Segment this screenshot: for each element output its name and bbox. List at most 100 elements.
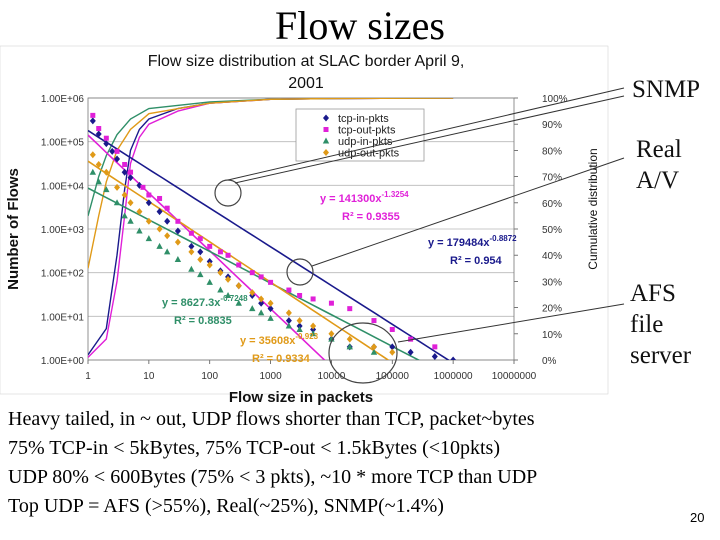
data-point-tcp-in-pkts (164, 217, 171, 225)
y2-tick-label: 80% (542, 146, 562, 157)
data-point-tcp-out-pkts (140, 184, 146, 190)
data-point-udp-in-pkts (257, 309, 265, 316)
data-point-udp-in-pkts (145, 235, 153, 242)
data-point-udp-out-pkts (164, 232, 171, 240)
y2-tick-label: 30% (542, 277, 562, 288)
data-point-udp-out-pkts (103, 168, 110, 176)
data-point-tcp-in-pkts (127, 174, 134, 182)
data-point-tcp-out-pkts (217, 249, 223, 255)
data-point-tcp-out-pkts (310, 296, 316, 302)
notes-block: Heavy tailed, in ~ out, UDP flows shorte… (8, 405, 708, 521)
legend-marker-tcp-in-pkts (323, 114, 329, 122)
y2-tick-label: 50% (542, 225, 562, 236)
data-point-tcp-in-pkts (285, 317, 292, 325)
data-point-udp-in-pkts (156, 242, 163, 249)
data-point-udp-out-pkts (310, 322, 317, 330)
annotation-afs-file-server: AFS file server (630, 280, 692, 369)
data-point-udp-out-pkts (389, 348, 396, 356)
note-line: UDP 80% < 600Bytes (75% < 3 pkts), ~10 *… (8, 466, 538, 488)
data-point-udp-in-pkts (163, 248, 171, 255)
legend-marker-tcp-out-pkts (323, 127, 329, 132)
data-point-tcp-in-pkts (103, 140, 110, 148)
data-point-tcp-out-pkts (96, 126, 102, 132)
data-point-tcp-in-pkts (197, 248, 204, 256)
data-point-udp-in-pkts (224, 291, 232, 298)
y-axis-title: Number of Flows (5, 168, 22, 290)
note-line: Top UDP = AFS (>55%), Real(~25%), SNMP(~… (8, 495, 444, 517)
legend-marker-udp-in-pkts (322, 137, 330, 144)
y2-tick-label: 10% (542, 330, 562, 341)
data-point-tcp-out-pkts (175, 218, 181, 224)
data-point-udp-in-pkts (206, 278, 213, 285)
fit-line-udp-out-pkts (88, 160, 390, 360)
data-point-tcp-in-pkts (407, 348, 414, 356)
data-point-tcp-out-pkts (188, 230, 194, 236)
data-point-tcp-out-pkts (197, 236, 203, 242)
data-point-udp-out-pkts (249, 289, 256, 297)
data-point-tcp-out-pkts (225, 252, 231, 258)
data-point-tcp-in-pkts (188, 242, 195, 250)
data-point-tcp-in-pkts (121, 168, 128, 176)
fit-line-tcp-in-pkts (88, 129, 450, 360)
data-point-tcp-out-pkts (128, 169, 134, 175)
data-point-tcp-out-pkts (146, 192, 152, 198)
data-point-udp-in-pkts (89, 168, 97, 175)
chart-title-line2: 2001 (288, 75, 324, 92)
data-point-udp-out-pkts (346, 335, 353, 343)
data-point-udp-out-pkts (114, 183, 121, 191)
data-point-tcp-in-pkts (114, 155, 121, 163)
page-number: 20 (690, 510, 705, 525)
data-point-udp-in-pkts (103, 186, 110, 193)
legend-label: udp-in-pkts (338, 136, 393, 148)
fit-exponent: -1.3254 (381, 190, 409, 199)
y-tick-label: 1.00E+01 (41, 312, 85, 323)
data-point-udp-out-pkts (328, 330, 335, 338)
slide-title: Flow sizes (275, 3, 445, 48)
y-tick-label: 1.00E+00 (41, 356, 85, 367)
data-point-udp-out-pkts (258, 295, 265, 303)
x-tick-label: 1000 (259, 371, 282, 382)
data-point-udp-in-pkts (296, 325, 303, 332)
note-line: Heavy tailed, in ~ out, UDP flows shorte… (8, 408, 535, 430)
data-point-tcp-out-pkts (297, 292, 303, 298)
data-point-tcp-out-pkts (90, 112, 96, 118)
data-point-tcp-out-pkts (408, 336, 414, 342)
y2-tick-label: 90% (542, 120, 562, 131)
data-point-tcp-out-pkts (236, 262, 242, 268)
x-tick-label: 100 (201, 371, 218, 382)
highlight-ellipse-afs (328, 322, 398, 384)
data-point-tcp-in-pkts (450, 356, 457, 360)
legend-box (295, 108, 425, 162)
pointer-line-snmp-1 (227, 87, 625, 181)
legend-label: tcp-in-pkts (338, 113, 389, 125)
x-tick-label: 10000 (318, 371, 346, 382)
data-point-tcp-in-pkts (156, 208, 163, 216)
x-axis-title: Flow size in packets (229, 389, 373, 406)
data-point-udp-out-pkts (296, 317, 303, 325)
data-point-udp-in-pkts (121, 212, 128, 219)
data-point-udp-in-pkts (197, 271, 204, 278)
data-point-udp-in-pkts (309, 330, 317, 337)
y2-tick-label: 20% (542, 304, 562, 315)
y-tick-label: 1.00E+02 (41, 269, 85, 280)
data-point-udp-out-pkts (127, 199, 134, 207)
data-point-udp-out-pkts (217, 269, 224, 277)
data-point-udp-out-pkts (174, 238, 181, 246)
y-tick-label: 1.00E+04 (41, 181, 85, 192)
data-point-tcp-out-pkts (164, 205, 170, 211)
data-point-udp-out-pkts (188, 248, 195, 256)
data-point-tcp-in-pkts (389, 343, 396, 351)
data-point-udp-out-pkts (235, 282, 242, 290)
data-point-tcp-out-pkts (249, 270, 255, 276)
data-point-tcp-out-pkts (114, 148, 120, 154)
data-point-udp-in-pkts (217, 286, 224, 293)
data-point-udp-out-pkts (225, 275, 232, 283)
data-point-tcp-out-pkts (371, 318, 377, 324)
data-point-tcp-out-pkts (258, 274, 264, 280)
data-point-udp-out-pkts (136, 208, 143, 216)
cumulative-curve-udp-out-pkts (88, 98, 454, 269)
data-point-udp-out-pkts (267, 299, 274, 307)
data-point-tcp-out-pkts (122, 161, 128, 167)
data-point-udp-in-pkts (328, 335, 335, 342)
data-point-udp-out-pkts (89, 151, 96, 159)
